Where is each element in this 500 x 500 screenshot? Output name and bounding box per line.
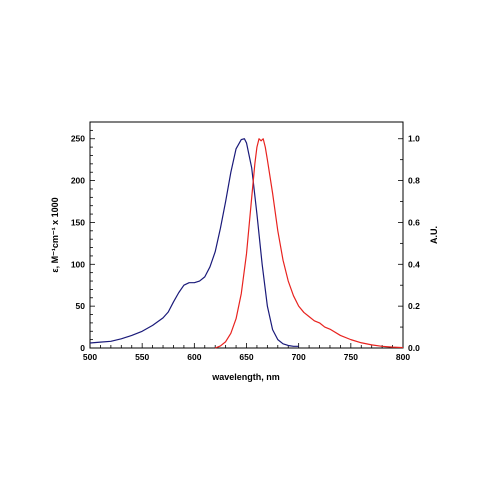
tick-labels-layer: 500 550 600 650 700 750 800 0 50 100 150 200 250 0.0 0… (71, 134, 420, 362)
y-right-tick-label: 0.8 (408, 176, 420, 186)
x-tick-label: 550 (135, 352, 149, 362)
plot-frame (89, 121, 404, 349)
x-tick-label: 750 (344, 352, 358, 362)
y-right-tick-label: 0.4 (408, 259, 420, 269)
emission-series-line (214, 138, 404, 349)
y-left-tick-label: 150 (71, 217, 85, 227)
x-tick-label: 500 (83, 352, 97, 362)
x-axis-label: wavelength, nm (211, 372, 280, 382)
ticks-layer (89, 129, 404, 349)
y-left-tick-label: 0 (80, 343, 85, 353)
y-axis-left-label: ε, M⁻¹cm⁻¹ x 1000 (50, 197, 60, 272)
x-tick-label: 700 (292, 352, 306, 362)
y-right-tick-label: 0.2 (408, 301, 420, 311)
x-tick-label: 600 (187, 352, 201, 362)
y-left-tick-label: 200 (71, 176, 85, 186)
y-axis-right-label: A.U. (429, 226, 439, 244)
y-left-tick-label: 100 (71, 259, 85, 269)
y-right-tick-label: 1.0 (408, 134, 420, 144)
x-tick-label: 650 (239, 352, 253, 362)
x-tick-label: 800 (396, 352, 410, 362)
y-left-tick-label: 50 (76, 301, 86, 311)
y-right-tick-label: 0.6 (408, 217, 420, 227)
series-layer (89, 138, 404, 349)
y-right-tick-label: 0.0 (408, 343, 420, 353)
absorbance-series-line (89, 138, 299, 347)
y-left-tick-label: 250 (71, 134, 85, 144)
